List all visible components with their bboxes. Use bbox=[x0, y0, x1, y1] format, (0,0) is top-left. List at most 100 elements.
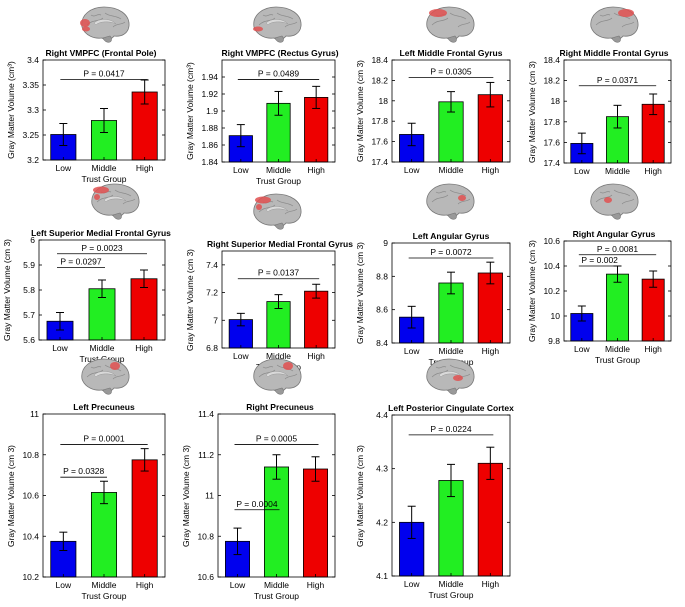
brain-sulci bbox=[258, 12, 298, 28]
y-tick-label: 11.2 bbox=[198, 450, 214, 460]
x-tick-label: Middle bbox=[438, 579, 463, 589]
x-tick-label: Middle bbox=[89, 343, 114, 353]
error-bar bbox=[312, 283, 321, 299]
p-value-label: P = 0.002 bbox=[581, 255, 618, 265]
x-tick-label: High bbox=[644, 166, 662, 176]
y-tick-label: 17.8 bbox=[371, 116, 388, 126]
brain-outline bbox=[253, 6, 302, 41]
plot-area: 17.4 17.6 17.8 18 18.2 18.4 Low Middle High P = 0… bbox=[543, 55, 672, 176]
x-axis-label: Trust Group bbox=[81, 174, 127, 184]
brainstem bbox=[447, 212, 457, 220]
bar-middle bbox=[264, 466, 289, 578]
brainstem bbox=[611, 35, 621, 43]
brain-icon bbox=[426, 6, 475, 43]
y-tick-label: 5.8 bbox=[23, 285, 35, 295]
y-tick-label: 10.6 bbox=[22, 491, 39, 501]
y-tick-label: 18.4 bbox=[543, 55, 560, 65]
bar-high bbox=[303, 468, 328, 578]
corpus-callosum bbox=[265, 19, 289, 26]
y-tick-label: 17.4 bbox=[371, 157, 388, 167]
y-tick-label: 10.6 bbox=[543, 236, 560, 246]
error-bar bbox=[613, 104, 622, 129]
y-tick-label: 18.4 bbox=[371, 55, 388, 65]
highlight-region bbox=[80, 19, 90, 27]
error-bar bbox=[140, 269, 148, 288]
x-tick-label: Middle bbox=[605, 344, 630, 354]
brain-image bbox=[586, 180, 642, 227]
chart-title: Left Precuneus bbox=[73, 402, 135, 412]
error-bar bbox=[274, 294, 283, 310]
chart-title: Right Angular Gyrus bbox=[572, 229, 656, 239]
chart-title: Left Superior Medial Frontal Gyrus bbox=[31, 228, 171, 238]
chart-title: Left Angular Gyrus bbox=[412, 231, 490, 241]
bar-high bbox=[477, 462, 503, 577]
brain-image bbox=[249, 190, 305, 237]
chart-title: Right Middle Frontal Gyrus bbox=[559, 48, 669, 58]
highlight-region bbox=[94, 194, 100, 200]
error-bar bbox=[649, 270, 658, 288]
highlight-region bbox=[93, 186, 109, 194]
highlight-region bbox=[82, 26, 90, 32]
plot-area: 10.6 10.8 11 11.2 11.4 Low Middle High P = 0.000… bbox=[197, 409, 336, 590]
brainstem bbox=[447, 35, 457, 43]
error-bar bbox=[140, 448, 149, 472]
error-bar bbox=[407, 122, 416, 147]
y-tick-label: 5.6 bbox=[23, 335, 35, 345]
brain-sulci bbox=[431, 189, 471, 205]
corpus-callosum bbox=[93, 371, 117, 378]
bar-middle bbox=[90, 492, 118, 578]
y-tick-label: 1.84 bbox=[201, 157, 218, 167]
brain-image bbox=[422, 355, 478, 402]
corpus-callosum bbox=[265, 206, 289, 213]
x-tick-label: Middle bbox=[91, 580, 116, 590]
y-tick-label: 5.9 bbox=[23, 260, 35, 270]
brainstem bbox=[274, 35, 284, 43]
brain-image bbox=[249, 3, 305, 50]
x-tick-label: High bbox=[482, 579, 500, 589]
chart-title: Right VMPFC (Rectus Gyrus) bbox=[221, 48, 339, 58]
brainstem bbox=[102, 387, 112, 395]
bar-high bbox=[641, 278, 665, 342]
x-tick-label: High bbox=[307, 165, 325, 175]
brain-image bbox=[586, 3, 642, 50]
highlight-region bbox=[253, 26, 263, 32]
chart-title: Right VMPFC (Frontal Pole) bbox=[45, 48, 157, 58]
highlight-region bbox=[453, 375, 463, 381]
y-tick-label: 4.4 bbox=[376, 410, 388, 420]
y-tick-label: 8.6 bbox=[376, 305, 388, 315]
x-tick-label: High bbox=[307, 580, 325, 590]
y-tick-label: 7.2 bbox=[206, 288, 218, 298]
error-bar bbox=[59, 123, 68, 146]
corpus-callosum bbox=[103, 196, 127, 203]
y-tick-label: 9 bbox=[383, 238, 388, 248]
p-value-label: P = 0.0417 bbox=[83, 69, 124, 79]
error-bar bbox=[447, 91, 455, 113]
brain-outline bbox=[81, 6, 130, 41]
x-tick-label: Middle bbox=[438, 346, 463, 356]
x-tick-label: Low bbox=[574, 166, 590, 176]
y-tick-label: 4.3 bbox=[376, 464, 388, 474]
brain-image bbox=[77, 3, 133, 50]
plot-area: 3.2 3.25 3.3 3.35 3.4 Low Middle High P = 0.0417 bbox=[22, 55, 166, 173]
y-tick-label: 18.2 bbox=[543, 76, 560, 86]
y-tick-label: 8.4 bbox=[376, 338, 388, 348]
error-bar bbox=[486, 446, 495, 480]
plot-area: 1.84 1.86 1.88 1.9 1.92 1.94 Low Middle High P = … bbox=[201, 59, 336, 175]
p-value-label: P = 0.0305 bbox=[430, 66, 471, 76]
x-tick-label: Middle bbox=[266, 165, 291, 175]
x-tick-label: Low bbox=[233, 165, 249, 175]
highlight-region bbox=[604, 197, 612, 203]
x-tick-label: Middle bbox=[605, 166, 630, 176]
brain-image bbox=[77, 355, 133, 402]
brain-icon bbox=[590, 183, 639, 220]
brainstem bbox=[112, 212, 122, 220]
y-tick-label: 1.86 bbox=[201, 140, 218, 150]
plot-area: 10.2 10.4 10.6 10.8 11 Low Middle High P = 0.032… bbox=[22, 409, 166, 590]
y-tick-label: 4.2 bbox=[376, 517, 388, 527]
y-tick-label: 7 bbox=[213, 315, 218, 325]
brain-sulci bbox=[595, 189, 635, 205]
highlight-region bbox=[283, 362, 293, 370]
highlight-region bbox=[618, 9, 634, 17]
y-tick-label: 4.1 bbox=[376, 571, 388, 581]
error-bar bbox=[59, 531, 68, 552]
